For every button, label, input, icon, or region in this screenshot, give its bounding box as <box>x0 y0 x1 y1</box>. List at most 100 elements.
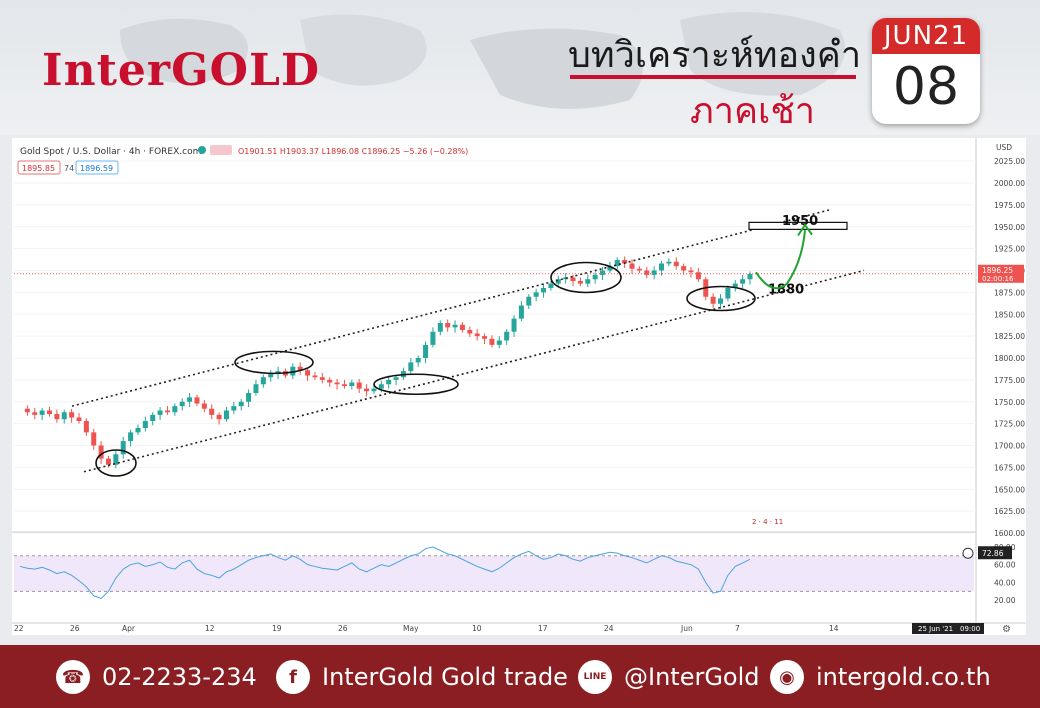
candle-body <box>371 388 377 392</box>
y-tick-label: 1850.00 <box>994 310 1025 319</box>
countdown-label: 02:00:16 <box>982 275 1014 283</box>
highlight-ellipse <box>373 373 459 396</box>
rsi-tick-label: 20.00 <box>994 596 1016 605</box>
candle-body <box>157 410 163 415</box>
candle-body <box>452 324 458 328</box>
rsi-tick-label: 40.00 <box>994 578 1016 587</box>
candle-body <box>644 270 650 275</box>
candle-body <box>585 279 591 284</box>
candle-body <box>201 403 207 409</box>
candle-body <box>592 274 598 280</box>
candle-body <box>533 292 539 297</box>
date-badge <box>912 623 984 634</box>
candle-body <box>459 324 465 330</box>
candle-body <box>238 401 244 407</box>
y-tick-label: 2025.00 <box>994 157 1025 166</box>
candle-body <box>327 379 333 383</box>
x-tick-label: 22 <box>14 624 24 633</box>
rsi-pane <box>12 531 976 600</box>
page-title: บทวิเคราะห์ทองคำ <box>568 35 862 76</box>
y-tick-label: 1875.00 <box>994 288 1025 297</box>
candle-body <box>555 279 561 284</box>
website-url: intergold.co.th <box>816 663 991 691</box>
candle-body <box>710 296 716 304</box>
rsi-line <box>19 546 751 600</box>
candle-body <box>172 406 178 413</box>
globe-icon: ◉ <box>770 660 804 694</box>
ask-value: 1896.59 <box>80 164 113 173</box>
phone-item[interactable]: ☎ 02-2233-234 <box>56 659 257 695</box>
candle-body <box>150 414 156 421</box>
forecast-arrowhead <box>797 223 813 237</box>
rsi-value-label: 72.86 <box>982 549 1004 558</box>
x-tick-label: 26 <box>70 624 80 633</box>
x-tick-label: 19 <box>272 624 282 633</box>
candle-body <box>496 340 502 345</box>
candle-body <box>98 445 104 459</box>
candle-body <box>437 323 443 332</box>
website-item[interactable]: ◉ intergold.co.th <box>770 659 991 695</box>
settings-icon: ⚙ <box>1002 624 1011 635</box>
y-tick-label: 1675.00 <box>994 463 1025 472</box>
y-tick-label: 1975.00 <box>994 201 1025 210</box>
calendar-month: JUN21 <box>872 18 980 54</box>
y-tick-label: 1775.00 <box>994 376 1025 385</box>
candle-body <box>54 414 60 420</box>
symbol-title: Gold Spot / U.S. Dollar · 4h · FOREX.com <box>20 147 201 157</box>
y-tick-label: 1950.00 <box>994 223 1025 232</box>
phone-icon: ☎ <box>56 660 90 694</box>
candle-body <box>511 318 517 332</box>
candle-body <box>349 382 355 386</box>
axes: 2025.002000.001975.001950.001925.001900.… <box>12 138 1026 635</box>
candle-body <box>334 382 340 385</box>
rsi-band <box>14 555 974 592</box>
line-item[interactable]: LINE @InterGold <box>578 659 760 695</box>
spread-value: 74 <box>64 164 74 173</box>
ask-box[interactable] <box>75 160 119 175</box>
date-badge-label: 25 Jun '21 <box>918 625 953 633</box>
bid-box[interactable] <box>17 160 61 175</box>
chart-panel: 1950 1880 2 · 4 · 11 2025.00 2000.00 1975.0… <box>12 138 1026 635</box>
candle-body <box>386 379 392 385</box>
ohlc-readout: O1901.51 H1903.37 L1896.08 C1896.25 −5.2… <box>238 147 468 156</box>
x-tick-label: 12 <box>205 624 215 633</box>
candle-body <box>120 441 126 455</box>
bid-value: 1895.85 <box>22 164 55 173</box>
footer-bar: ☎ 02-2233-234 f InterGold Gold trade LIN… <box>0 645 1040 708</box>
candle-body <box>297 366 303 371</box>
candle-body <box>577 281 583 284</box>
candle-body <box>91 432 97 446</box>
facebook-name: InterGold Gold trade <box>322 663 568 691</box>
candle-body <box>688 270 694 273</box>
candle-body <box>659 263 665 271</box>
candle-body <box>187 397 193 402</box>
x-tick-label: 24 <box>604 624 614 633</box>
candle-body <box>489 338 495 345</box>
candle-body <box>128 432 134 442</box>
candle-body <box>607 266 613 271</box>
highlight-ellipse <box>686 285 756 312</box>
highlight-ellipses: 2 · 4 · 11 <box>95 261 783 526</box>
candle-body <box>364 388 370 392</box>
y-tick-label: 1700.00 <box>994 442 1025 451</box>
line-id: @InterGold <box>624 663 760 691</box>
candle-body <box>312 375 318 378</box>
candle-body <box>718 298 724 304</box>
candle-body <box>636 268 642 271</box>
candle-body <box>268 373 274 378</box>
candle-body <box>666 261 672 264</box>
price-chart[interactable]: 1950 1880 2 · 4 · 11 2025.00 2000.00 1975.0… <box>12 138 1026 635</box>
candle-body <box>39 410 45 415</box>
line-icon: LINE <box>578 660 612 694</box>
x-tick-label: Apr <box>122 624 136 633</box>
candle-body <box>209 408 215 415</box>
candle-body <box>548 283 554 288</box>
candle-body <box>24 408 30 413</box>
candle-body <box>341 384 347 386</box>
intergold-logo: InterGOLD <box>42 45 321 96</box>
calendar-badge: JUN21 08 <box>872 18 980 124</box>
candle-body <box>319 377 325 380</box>
candle-body <box>725 288 731 299</box>
facebook-item[interactable]: f InterGold Gold trade <box>276 659 568 695</box>
rsi-tick-label: 60.00 <box>994 561 1016 570</box>
